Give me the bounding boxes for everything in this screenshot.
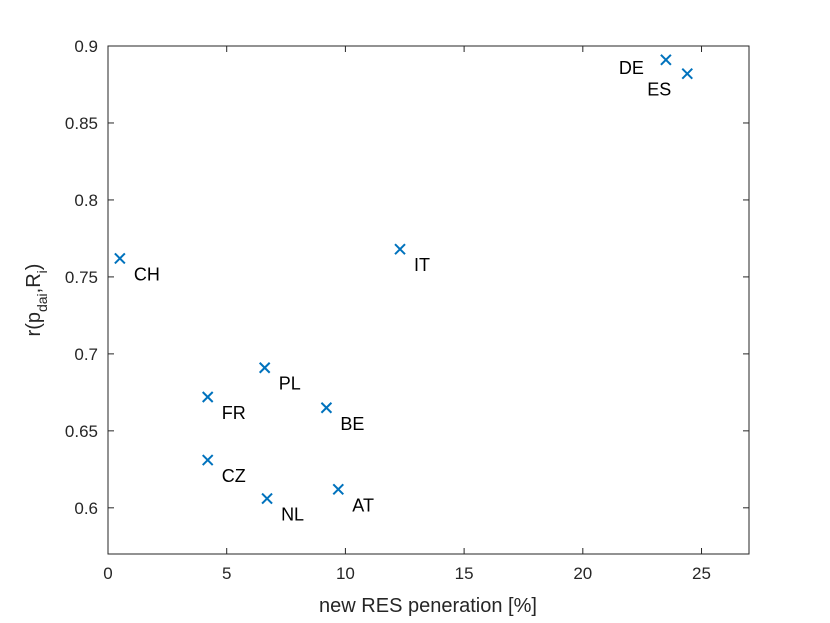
x-marker-stroke — [394, 243, 406, 255]
point-label: DE — [619, 58, 644, 78]
point-label: CZ — [222, 466, 246, 486]
y-tick-label: 0.65 — [65, 422, 98, 441]
point-label: BE — [340, 414, 364, 434]
x-marker-stroke — [114, 252, 126, 265]
x-tick-label: 10 — [336, 564, 355, 583]
data-point-es: ES — [647, 68, 693, 100]
point-label: IT — [414, 255, 430, 275]
x-marker-stroke — [258, 362, 271, 374]
data-point-pl: PL — [258, 362, 301, 394]
x-marker-stroke — [320, 402, 333, 414]
point-label: CH — [134, 264, 160, 284]
point-label: NL — [281, 505, 304, 525]
x-axis: 0 5 10 15 20 25 — [103, 46, 711, 583]
x-tick-label: 20 — [573, 564, 592, 583]
x-axis-title: new RES peneration [%] — [319, 595, 537, 617]
point-label: PL — [279, 374, 301, 394]
x-marker-stroke — [202, 391, 214, 403]
data-point-cz: CZ — [202, 454, 246, 486]
y-tick-label: 0.7 — [74, 345, 98, 364]
data-point-de: DE — [619, 54, 672, 78]
axes-frame — [107, 45, 750, 555]
x-marker-stroke — [660, 54, 672, 66]
x-marker-stroke — [681, 68, 693, 80]
x-tick-label: 0 — [103, 564, 112, 583]
y-axis-title: r(pdai,Ri) — [23, 264, 50, 337]
data-point-at: AT — [332, 483, 374, 515]
point-label: AT — [352, 495, 374, 515]
point-label: ES — [647, 80, 671, 100]
plot-area — [107, 45, 750, 555]
y-tick-label: 0.6 — [74, 499, 98, 518]
x-tick-label: 5 — [222, 564, 231, 583]
x-tick-label: 15 — [455, 564, 474, 583]
y-tick-label: 0.8 — [74, 191, 98, 210]
y-axis: 0.6 0.65 0.7 0.75 0.8 0.85 0.9 — [65, 37, 749, 518]
data-point-be: BE — [320, 402, 364, 434]
data-point-it: IT — [394, 243, 430, 275]
data-point-fr: FR — [202, 391, 246, 423]
data-point-nl: NL — [261, 492, 304, 525]
y-tick-label: 0.85 — [65, 114, 98, 133]
y-tick-label: 0.9 — [74, 37, 98, 56]
x-marker-stroke — [332, 483, 344, 496]
x-tick-label: 25 — [692, 564, 711, 583]
x-marker-stroke — [202, 454, 214, 466]
point-label: FR — [222, 403, 246, 423]
y-tick-label: 0.75 — [65, 268, 98, 287]
x-marker-stroke — [261, 492, 273, 505]
data-point-ch: CH — [114, 252, 160, 284]
